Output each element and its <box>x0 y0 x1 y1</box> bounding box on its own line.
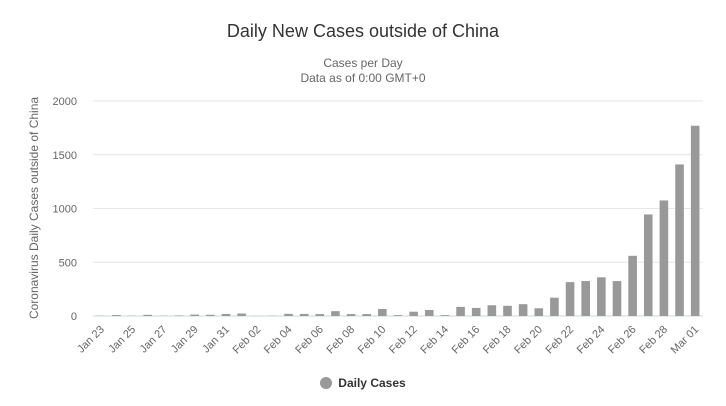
y-tick-label: 0 <box>71 311 77 323</box>
bar-feb-19[interactable] <box>518 304 528 316</box>
chart-data-timestamp: Data as of 0:00 GMT+0 <box>300 71 426 85</box>
bar-feb-09[interactable] <box>362 314 372 316</box>
bar-feb-27[interactable] <box>643 214 653 316</box>
x-tick-label: Feb 26 <box>606 324 639 357</box>
bar-feb-06[interactable] <box>315 314 325 316</box>
x-tick-label: Feb 24 <box>575 324 608 357</box>
bar-feb-15[interactable] <box>456 306 465 316</box>
y-tick-label: 2000 <box>53 96 77 108</box>
x-tick-label: Feb 02 <box>231 324 264 357</box>
x-tick-label: Feb 08 <box>324 324 357 357</box>
y-axis-label: Coronavirus Daily Cases outside of China <box>27 97 41 319</box>
x-tick-label: Feb 04 <box>262 324 295 357</box>
bar-jan-29[interactable] <box>190 314 199 316</box>
bar-feb-05[interactable] <box>299 313 309 316</box>
bar-feb-04[interactable] <box>284 313 293 316</box>
legend-marker <box>320 377 333 389</box>
bar-series[interactable] <box>96 125 700 316</box>
bar-feb-16[interactable] <box>471 307 481 316</box>
bar-feb-24[interactable] <box>597 277 606 316</box>
x-tick-label: Feb 20 <box>512 324 545 357</box>
y-tick-label: 500 <box>59 257 77 269</box>
bar-feb-14[interactable] <box>440 315 450 316</box>
bar-feb-20[interactable] <box>534 308 544 316</box>
bar-feb-12[interactable] <box>409 311 418 316</box>
bar-feb-08[interactable] <box>346 314 356 316</box>
x-tick-label: Feb 12 <box>387 324 420 357</box>
x-tick-label: Jan 31 <box>200 324 232 356</box>
bar-feb-26[interactable] <box>628 255 637 316</box>
bar-feb-07[interactable] <box>331 311 340 316</box>
bar-feb-10[interactable] <box>378 309 387 316</box>
y-tick-label: 1000 <box>53 204 77 216</box>
x-tick-label: Jan 25 <box>106 324 138 356</box>
x-tick-label: Feb 18 <box>481 324 514 357</box>
bar-feb-29[interactable] <box>675 164 684 316</box>
bar-feb-17[interactable] <box>487 305 497 316</box>
x-tick-label: Jan 27 <box>138 324 170 356</box>
bar-jan-28[interactable] <box>174 315 184 316</box>
chart-subtitle: Cases per Day <box>323 56 403 70</box>
bar-feb-01[interactable] <box>237 313 246 316</box>
bar-feb-13[interactable] <box>424 309 434 316</box>
bar-feb-18[interactable] <box>503 305 512 316</box>
bar-jan-31[interactable] <box>221 313 231 316</box>
legend-label: Daily Cases <box>338 376 406 390</box>
bar-jan-24[interactable] <box>112 315 121 316</box>
x-tick-label: Feb 22 <box>543 324 576 357</box>
y-tick-label: 1500 <box>53 150 77 162</box>
bar-feb-21[interactable] <box>550 297 559 316</box>
bar-mar-01[interactable] <box>690 125 700 316</box>
x-tick-label: Feb 10 <box>356 324 389 357</box>
bar-jan-26[interactable] <box>143 314 153 316</box>
x-tick-label: Feb 14 <box>418 324 451 357</box>
chart-title: Daily New Cases outside of China <box>226 21 500 41</box>
bar-feb-11[interactable] <box>393 315 403 316</box>
legend[interactable]: Daily Cases <box>0 376 726 390</box>
bar-feb-25[interactable] <box>612 281 622 316</box>
x-tick-label: Mar 01 <box>669 324 702 357</box>
x-tick-label: Jan 29 <box>169 324 201 356</box>
bar-jan-30[interactable] <box>206 314 215 316</box>
x-tick-label: Feb 06 <box>293 324 326 357</box>
bar-feb-23[interactable] <box>581 281 590 316</box>
y-axis-ticks: 0 500 1000 1500 2000 <box>53 96 77 323</box>
x-tick-label: Feb 16 <box>450 324 483 357</box>
gridlines <box>93 100 703 317</box>
bar-feb-28[interactable] <box>659 200 669 316</box>
x-tick-label: Jan 23 <box>75 324 107 356</box>
x-tick-label: Feb 28 <box>637 324 670 357</box>
bar-feb-22[interactable] <box>565 282 575 316</box>
